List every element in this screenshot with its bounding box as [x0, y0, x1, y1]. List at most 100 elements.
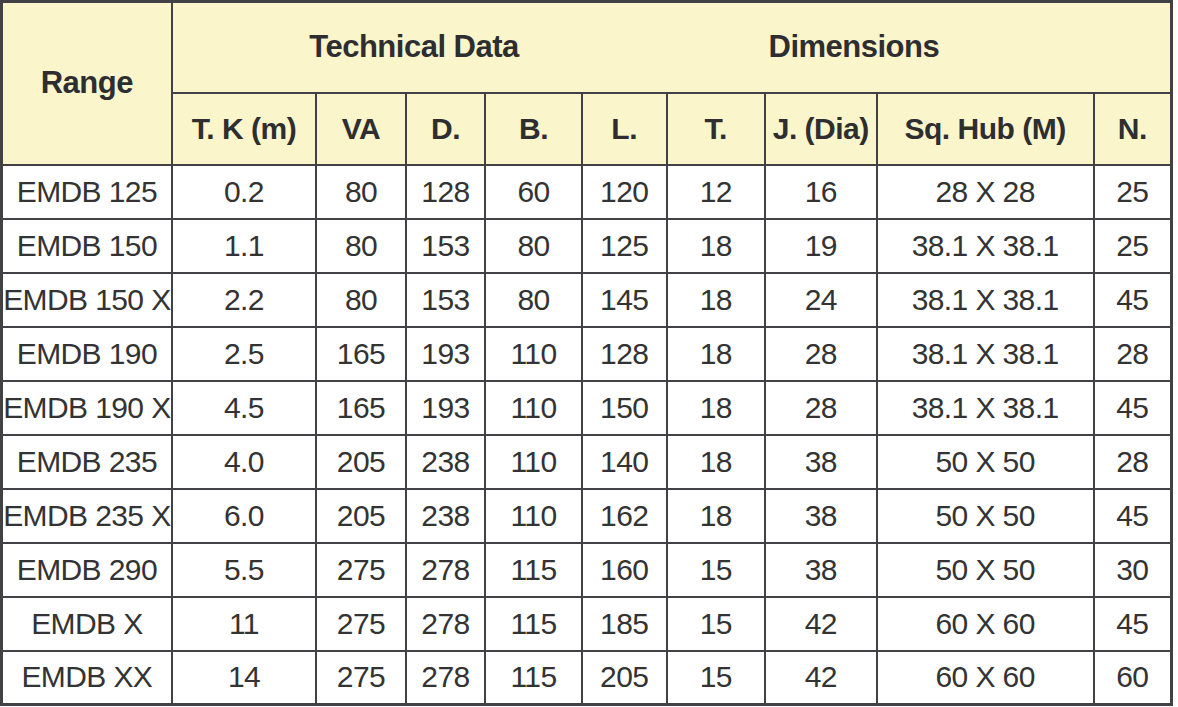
data-cell: 128	[406, 165, 486, 219]
data-cell: 5.5	[172, 543, 316, 597]
data-cell: 115	[485, 651, 582, 705]
data-cell: 120	[582, 165, 667, 219]
table-row: EMDB 190 2.5 165 193 110 128 18 28 38.1 …	[2, 327, 1172, 381]
data-cell: 14	[172, 651, 316, 705]
data-cell: 275	[316, 543, 406, 597]
column-header-l: L.	[582, 93, 667, 165]
data-cell: 80	[485, 273, 582, 327]
column-header-d: D.	[406, 93, 486, 165]
data-cell: 162	[582, 489, 667, 543]
table-row: EMDB 190 X 4.5 165 193 110 150 18 28 38.…	[2, 381, 1172, 435]
range-cell: EMDB 150	[2, 219, 172, 273]
data-cell: 60	[485, 165, 582, 219]
data-cell: 205	[316, 489, 406, 543]
data-cell: 278	[406, 597, 486, 651]
data-cell: 80	[316, 219, 406, 273]
data-cell: 30	[1094, 543, 1172, 597]
data-cell: 153	[406, 219, 486, 273]
table-body: EMDB 125 0.2 80 128 60 120 12 16 28 X 28…	[2, 165, 1172, 705]
data-cell: 110	[485, 489, 582, 543]
column-header-b: B.	[485, 93, 582, 165]
data-cell: 140	[582, 435, 667, 489]
data-cell: 4.0	[172, 435, 316, 489]
range-cell: EMDB 150 X	[2, 273, 172, 327]
data-cell: 110	[485, 381, 582, 435]
group-header-cell: Technical Data Dimensions	[172, 2, 1172, 93]
column-header-va: VA	[316, 93, 406, 165]
column-header-j-dia: J. (Dia)	[765, 93, 877, 165]
data-cell: 45	[1094, 381, 1172, 435]
table-row: EMDB 235 4.0 205 238 110 140 18 38 50 X …	[2, 435, 1172, 489]
data-cell: 28	[1094, 435, 1172, 489]
data-cell: 28	[765, 381, 877, 435]
data-cell: 50 X 50	[877, 543, 1094, 597]
data-cell: 278	[406, 651, 486, 705]
table-row: EMDB XX 14 275 278 115 205 15 42 60 X 60…	[2, 651, 1172, 705]
data-cell: 18	[667, 489, 765, 543]
table-row: EMDB 150 1.1 80 153 80 125 18 19 38.1 X …	[2, 219, 1172, 273]
data-cell: 115	[485, 597, 582, 651]
data-cell: 45	[1094, 273, 1172, 327]
range-cell: EMDB 190	[2, 327, 172, 381]
range-cell: EMDB 235 X	[2, 489, 172, 543]
data-cell: 38	[765, 435, 877, 489]
data-cell: 60	[1094, 651, 1172, 705]
range-cell: EMDB X	[2, 597, 172, 651]
data-cell: 15	[667, 651, 765, 705]
data-cell: 18	[667, 381, 765, 435]
group-header-row: Range Technical Data Dimensions	[2, 2, 1172, 93]
data-cell: 38.1 X 38.1	[877, 381, 1094, 435]
data-cell: 80	[485, 219, 582, 273]
data-cell: 275	[316, 597, 406, 651]
data-cell: 115	[485, 543, 582, 597]
table-row: EMDB X 11 275 278 115 185 15 42 60 X 60 …	[2, 597, 1172, 651]
data-cell: 275	[316, 651, 406, 705]
range-cell: EMDB 125	[2, 165, 172, 219]
data-cell: 11	[172, 597, 316, 651]
range-cell: EMDB 190 X	[2, 381, 172, 435]
data-cell: 1.1	[172, 219, 316, 273]
data-cell: 28 X 28	[877, 165, 1094, 219]
data-cell: 18	[667, 273, 765, 327]
data-cell: 150	[582, 381, 667, 435]
data-cell: 238	[406, 435, 486, 489]
data-cell: 18	[667, 327, 765, 381]
data-cell: 25	[1094, 165, 1172, 219]
data-cell: 2.5	[172, 327, 316, 381]
dimensions-group-header: Dimensions	[769, 29, 940, 65]
data-cell: 125	[582, 219, 667, 273]
technical-data-group-header: Technical Data	[309, 29, 519, 65]
data-cell: 25	[1094, 219, 1172, 273]
data-cell: 42	[765, 651, 877, 705]
data-cell: 153	[406, 273, 486, 327]
data-cell: 50 X 50	[877, 435, 1094, 489]
table-row: EMDB 125 0.2 80 128 60 120 12 16 28 X 28…	[2, 165, 1172, 219]
data-cell: 28	[1094, 327, 1172, 381]
data-cell: 45	[1094, 597, 1172, 651]
data-cell: 38	[765, 489, 877, 543]
data-cell: 6.0	[172, 489, 316, 543]
data-cell: 193	[406, 327, 486, 381]
range-cell: EMDB 235	[2, 435, 172, 489]
table-row: EMDB 235 X 6.0 205 238 110 162 18 38 50 …	[2, 489, 1172, 543]
data-cell: 165	[316, 381, 406, 435]
data-cell: 15	[667, 543, 765, 597]
data-cell: 28	[765, 327, 877, 381]
data-cell: 110	[485, 435, 582, 489]
data-cell: 110	[485, 327, 582, 381]
table-row: EMDB 290 5.5 275 278 115 160 15 38 50 X …	[2, 543, 1172, 597]
data-cell: 145	[582, 273, 667, 327]
range-cell: EMDB 290	[2, 543, 172, 597]
data-cell: 278	[406, 543, 486, 597]
data-cell: 18	[667, 435, 765, 489]
data-cell: 193	[406, 381, 486, 435]
data-cell: 0.2	[172, 165, 316, 219]
table-row: EMDB 150 X 2.2 80 153 80 145 18 24 38.1 …	[2, 273, 1172, 327]
data-cell: 19	[765, 219, 877, 273]
data-cell: 80	[316, 165, 406, 219]
range-column-header: Range	[2, 2, 172, 165]
data-cell: 38.1 X 38.1	[877, 273, 1094, 327]
data-cell: 160	[582, 543, 667, 597]
spec-sheet: Range Technical Data Dimensions T. K (m)…	[0, 0, 1178, 707]
column-header-row: T. K (m) VA D. B. L. T. J. (Dia) Sq. Hub…	[2, 93, 1172, 165]
